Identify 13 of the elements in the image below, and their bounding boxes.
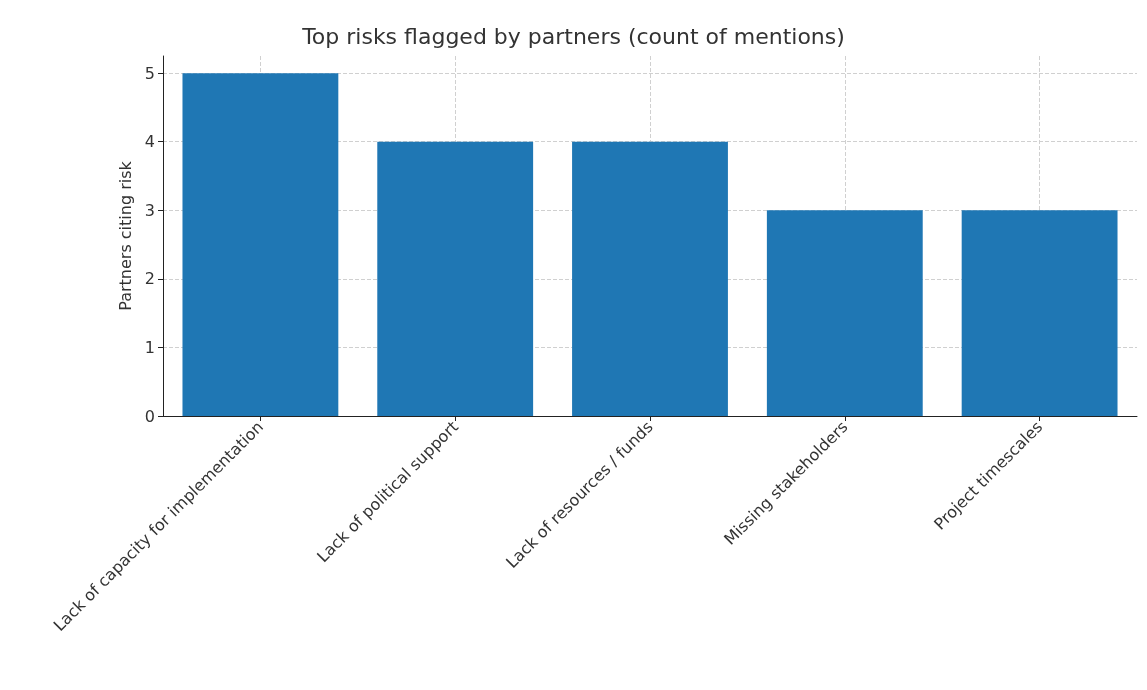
bar [961, 210, 1118, 416]
y-tick-label: 1 [144, 337, 155, 357]
y-tick-label: 5 [144, 63, 155, 83]
bar [377, 141, 534, 416]
y-tick-label: 4 [144, 132, 155, 152]
bar [572, 141, 728, 416]
y-tick-label: 0 [144, 406, 155, 426]
y-tick-label: 2 [144, 269, 155, 289]
bar [182, 73, 339, 416]
bar [766, 210, 923, 416]
y-tick-label: 3 [144, 200, 155, 220]
chart-title: Top risks flagged by partners (count of mentions) [301, 23, 845, 49]
y-axis-title: Partners citing risk [115, 160, 135, 311]
